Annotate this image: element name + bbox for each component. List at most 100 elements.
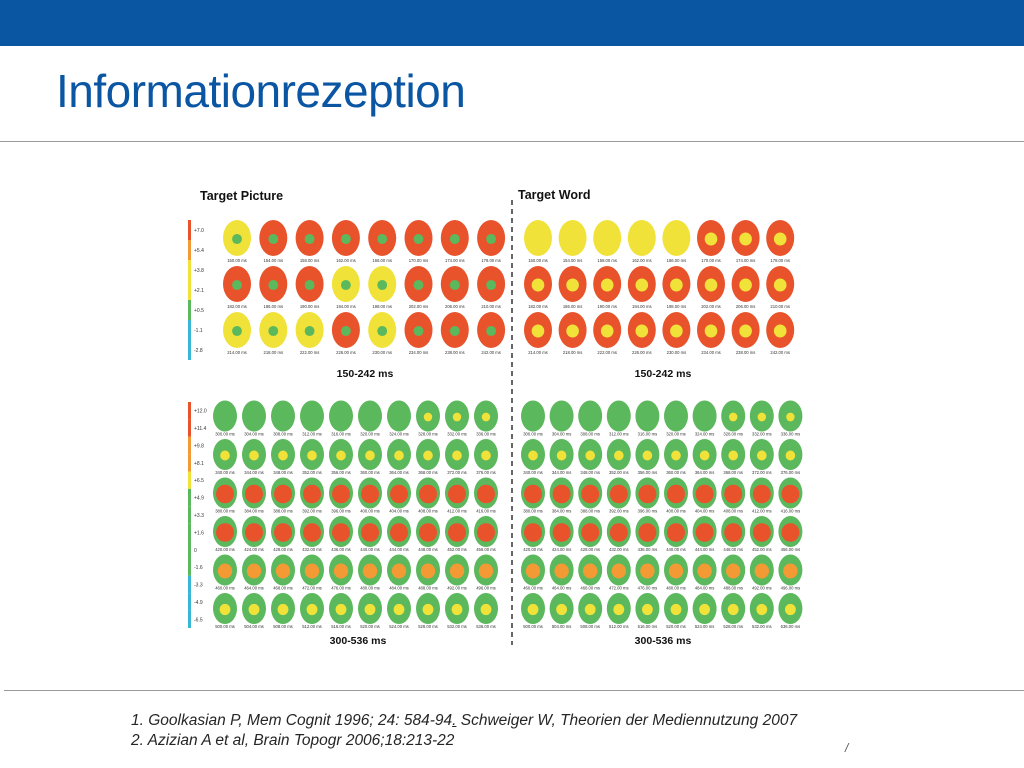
map-time-label: 344.00 ms — [244, 470, 264, 475]
map-time-label: 468.00 ms — [273, 586, 293, 591]
map-time-label: 480.00 ms — [666, 586, 686, 591]
bottom-color-scale-segment — [188, 558, 191, 576]
map-time-label: 162.00 ms — [336, 258, 356, 263]
head-map-picture-late — [271, 477, 295, 509]
page-number: / — [845, 741, 849, 755]
head-map-picture-late — [300, 516, 324, 547]
map-time-label: 436.00 ms — [638, 547, 658, 552]
top-color-scale-label: +0.5 — [194, 308, 204, 314]
bottom-color-scale-segment — [188, 523, 191, 542]
map-time-label: 154.00 ms — [563, 258, 583, 263]
reference-link[interactable]: . — [452, 712, 457, 729]
map-time-label: 202.00 ms — [701, 304, 721, 309]
erp-topography-figure: Target Picture Target Word 150-242 ms 15… — [180, 180, 820, 650]
head-map-picture-early — [404, 266, 433, 302]
head-map-picture-late — [387, 554, 411, 586]
head-map-word-late — [635, 400, 660, 432]
map-time-label: 388.00 ms — [273, 509, 293, 514]
map-time-label: 400.00 ms — [360, 509, 380, 514]
map-time-label: 508.00 ms — [580, 624, 600, 629]
head-map-word-late — [549, 477, 574, 509]
head-map-picture-early — [477, 266, 506, 302]
map-time-label: 324.00 ms — [695, 432, 715, 437]
head-map-word-early — [558, 266, 587, 302]
map-time-label: 504.00 ms — [552, 624, 572, 629]
map-time-label: 396.00 ms — [331, 509, 351, 514]
map-time-label: 428.00 ms — [580, 547, 600, 552]
map-time-label: 468.00 ms — [580, 586, 600, 591]
map-time-label: 348.00 ms — [580, 470, 600, 475]
head-map-word-late — [635, 554, 660, 586]
head-map-picture-late — [358, 554, 382, 586]
map-time-label: 198.00 ms — [372, 304, 392, 309]
map-time-label: 484.00 ms — [389, 586, 409, 591]
head-map-picture-late — [213, 477, 237, 509]
map-time-label: 324.00 ms — [389, 432, 409, 437]
bottom-color-scale-label: +4.9 — [194, 496, 204, 502]
map-time-label: 308.00 ms — [273, 432, 293, 437]
head-map-word-late — [549, 554, 574, 586]
map-time-label: 376.00 ms — [781, 470, 801, 475]
head-map-picture-late — [242, 554, 266, 586]
bottom-color-scale-label: -4.9 — [194, 600, 203, 606]
head-map-picture-late — [445, 593, 469, 624]
head-map-picture-late — [474, 554, 498, 586]
head-map-picture-late — [416, 554, 440, 586]
head-map-word-early — [731, 266, 760, 302]
right-top-caption: 150-242 ms — [635, 368, 692, 380]
map-time-label: 166.00 ms — [372, 258, 392, 263]
map-time-label: 388.00 ms — [580, 509, 600, 514]
map-time-label: 304.00 ms — [552, 432, 572, 437]
map-time-label: 190.00 ms — [300, 304, 320, 309]
map-time-label: 420.00 ms — [215, 547, 235, 552]
map-time-label: 230.00 ms — [667, 350, 687, 355]
map-time-label: 456.00 ms — [476, 547, 496, 552]
map-time-label: 174.00 ms — [736, 258, 756, 263]
references: 1. Goolkasian P, Mem Cognit 1996; 24: 58… — [131, 711, 797, 751]
map-time-label: 360.00 ms — [666, 470, 686, 475]
map-time-label: 420.00 ms — [523, 547, 543, 552]
map-time-label: 336.00 ms — [781, 432, 801, 437]
bottom-color-scale-segment — [188, 593, 191, 611]
head-map-picture-late — [445, 439, 469, 470]
head-map-picture-late — [416, 516, 440, 547]
map-time-label: 488.00 ms — [723, 586, 743, 591]
top-color-scale-segment — [188, 260, 191, 280]
map-time-label: 532.00 ms — [447, 624, 467, 629]
map-time-label: 496.00 ms — [781, 586, 801, 591]
head-map-picture-early — [404, 312, 433, 348]
map-time-label: 508.00 ms — [273, 624, 293, 629]
head-map-word-late — [778, 554, 803, 586]
bottom-color-scale-segment — [188, 541, 191, 559]
bottom-color-scale-label: +9.8 — [194, 443, 204, 449]
head-map-picture-late — [387, 477, 411, 509]
head-map-picture-late — [329, 439, 353, 470]
map-time-label: 472.00 ms — [609, 586, 629, 591]
map-time-label: 178.00 ms — [770, 258, 790, 263]
head-map-word-late — [721, 593, 746, 624]
map-time-label: 424.00 ms — [552, 547, 572, 552]
head-map-picture-early — [259, 220, 288, 256]
head-map-word-late — [606, 400, 631, 432]
map-time-label: 316.00 ms — [638, 432, 658, 437]
map-time-label: 242.00 ms — [770, 350, 790, 355]
map-time-label: 520.00 ms — [666, 624, 686, 629]
map-time-label: 404.00 ms — [695, 509, 715, 514]
footer-divider — [4, 690, 1024, 691]
head-map-picture-late — [242, 400, 266, 432]
map-time-label: 492.00 ms — [752, 586, 772, 591]
head-map-word-late — [578, 516, 603, 547]
bottom-color-scale-segment — [188, 471, 191, 489]
map-time-label: 372.00 ms — [447, 470, 467, 475]
map-time-label: 496.00 ms — [476, 586, 496, 591]
head-map-word-late — [521, 593, 545, 624]
head-map-word-late — [606, 554, 631, 586]
head-map-word-early — [627, 312, 656, 348]
head-map-picture-early — [404, 220, 433, 256]
head-map-word-late — [635, 593, 660, 624]
head-map-word-late — [578, 439, 603, 470]
map-time-label: 384.00 ms — [244, 509, 264, 514]
map-time-label: 234.00 ms — [701, 350, 721, 355]
head-map-picture-late — [213, 516, 237, 547]
map-time-label: 332.00 ms — [447, 432, 467, 437]
